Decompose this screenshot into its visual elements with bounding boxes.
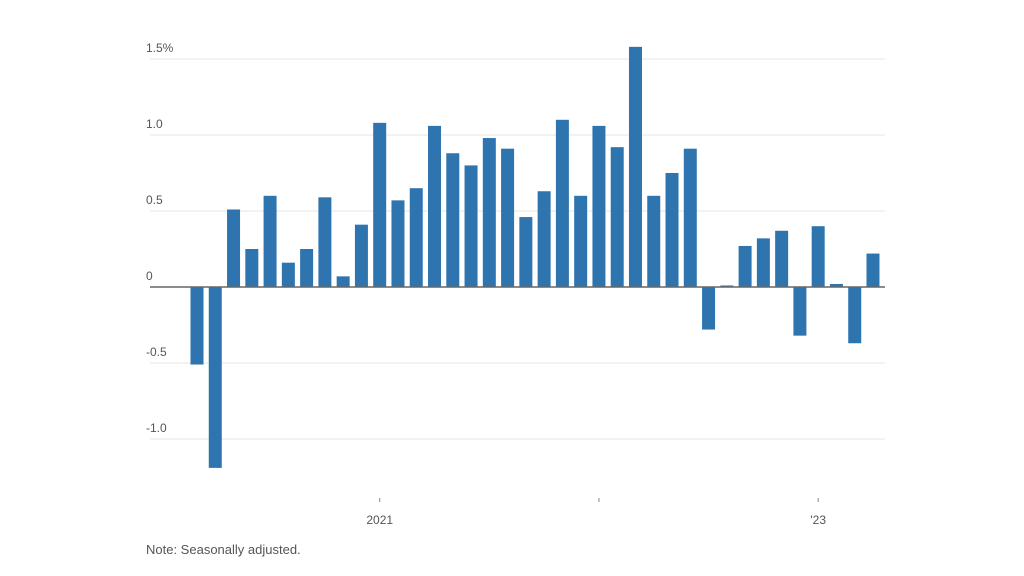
bar-2022-12	[793, 287, 807, 336]
bar-2021-11	[555, 119, 569, 287]
bar-2022-05	[665, 173, 679, 287]
bar-2021-02	[391, 200, 405, 287]
bar-2023-04	[866, 253, 880, 287]
bar-2021-01	[373, 122, 387, 287]
bar-2022-04	[647, 195, 661, 287]
y-tick-label: -1.0	[146, 421, 167, 435]
bar-2020-09	[300, 249, 314, 287]
bar-2020-05	[227, 209, 241, 287]
y-tick-label: 1.5%	[146, 41, 174, 55]
y-tick-label: -0.5	[146, 345, 167, 359]
bar-2021-10	[537, 191, 551, 287]
y-tick-label: 0.5	[146, 193, 163, 207]
bar-2022-11	[775, 230, 789, 287]
x-tick-label: 2021	[366, 513, 393, 527]
bar-2020-11	[336, 276, 350, 287]
bar-2021-09	[519, 217, 533, 287]
bar-2021-06	[464, 165, 478, 287]
bar-2021-07	[482, 138, 496, 287]
bar-2022-06	[683, 148, 697, 287]
bar-2023-03	[848, 287, 862, 344]
bar-2022-03	[628, 46, 642, 288]
bar-2021-04	[428, 125, 442, 287]
bar-2020-06	[245, 249, 259, 287]
bar-2022-07	[702, 287, 716, 330]
y-tick-label: 0	[146, 269, 153, 283]
bar-2020-03	[190, 287, 204, 365]
bar-2022-01	[592, 125, 606, 287]
bar-2021-12	[574, 195, 588, 287]
bar-2022-08	[720, 285, 734, 287]
bar-2023-02	[829, 283, 843, 287]
bar-2022-02	[610, 147, 624, 287]
x-tick-label: '23	[810, 513, 826, 527]
bar-2020-04	[208, 287, 222, 468]
y-tick-label: 1.0	[146, 117, 163, 131]
bar-2020-07	[263, 195, 277, 287]
bar-2021-03	[409, 188, 423, 287]
chart-note: Note: Seasonally adjusted.	[146, 542, 301, 557]
bar-2022-09	[738, 245, 752, 287]
bar-2020-12	[354, 224, 368, 287]
bar-2022-10	[756, 238, 770, 287]
bar-2020-10	[318, 197, 332, 287]
bar-2021-08	[501, 148, 515, 287]
bar-2020-08	[281, 262, 295, 287]
bar-2021-05	[446, 153, 460, 287]
bar-2023-01	[811, 226, 825, 287]
